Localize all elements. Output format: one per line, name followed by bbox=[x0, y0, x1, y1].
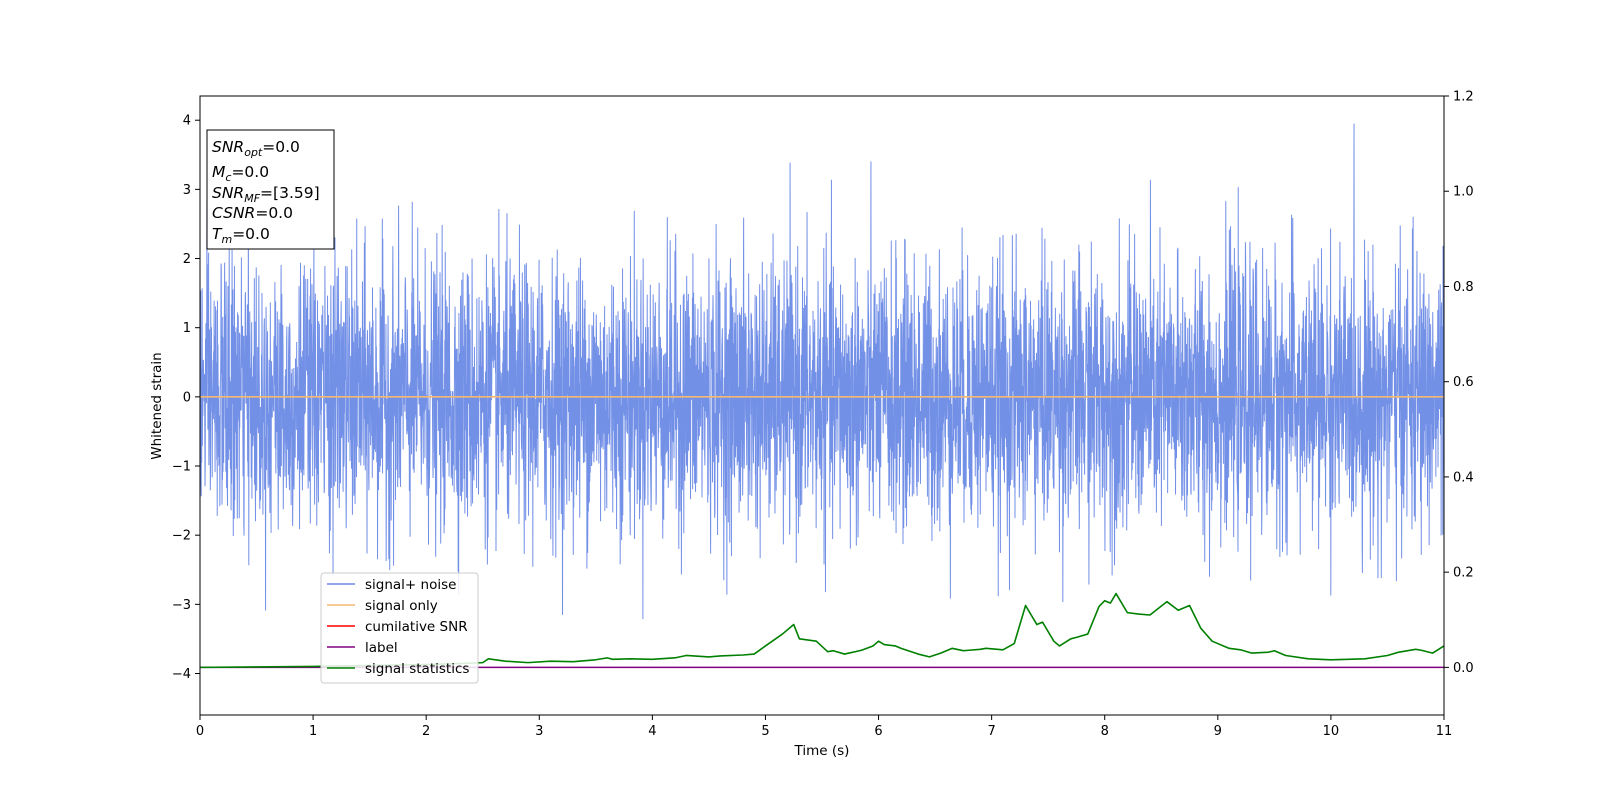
legend: signal+ noise signal only cumilative SNR… bbox=[320, 572, 479, 684]
y-left-tick-label: −2 bbox=[172, 529, 191, 544]
info-tm-value: =0.0 bbox=[232, 225, 270, 243]
info-snr-mf-base: SNR bbox=[212, 184, 244, 202]
y-right-tick-label: 0.8 bbox=[1453, 280, 1474, 295]
legend-label-signal-only: signal only bbox=[365, 598, 438, 614]
y-left-tick-label: 3 bbox=[183, 183, 191, 198]
info-tm: Tm=0.0 bbox=[212, 225, 270, 246]
y-left-tick-label: −3 bbox=[172, 598, 191, 613]
legend-label-signal-statistics: signal statistics bbox=[365, 661, 469, 677]
y-right-tick-label: 0.0 bbox=[1453, 661, 1474, 676]
x-tick-label: 0 bbox=[196, 724, 204, 739]
y-left-tick-label: 1 bbox=[183, 321, 191, 336]
signal-noise-line bbox=[200, 123, 1444, 620]
x-tick-label: 1 bbox=[309, 724, 317, 739]
info-csnr-value: =0.0 bbox=[255, 204, 293, 222]
legend-label-signal-noise: signal+ noise bbox=[365, 577, 456, 593]
info-snr-opt-sub: opt bbox=[244, 146, 263, 159]
info-mc-value: =0.0 bbox=[231, 163, 269, 181]
legend-frame bbox=[320, 572, 479, 684]
x-tick-label: 6 bbox=[874, 724, 882, 739]
y-left-tick-label: 0 bbox=[183, 390, 191, 405]
y-right-tick-label: 1.0 bbox=[1453, 185, 1474, 200]
x-tick-label: 4 bbox=[648, 724, 656, 739]
info-box: SNRopt=0.0 Mc=0.0 SNRMF=[3.59] CSNR=0.0 … bbox=[206, 129, 335, 250]
info-snr-opt-base: SNR bbox=[212, 138, 244, 156]
x-tick-label: 7 bbox=[987, 724, 995, 739]
y-left-tick-label: −1 bbox=[172, 460, 191, 475]
y-right-tick-label: 0.4 bbox=[1453, 470, 1474, 485]
legend-label-label: label bbox=[365, 640, 398, 656]
x-tick-label: 2 bbox=[422, 724, 430, 739]
legend-label-cumulative-snr: cumilative SNR bbox=[365, 619, 468, 635]
x-tick-label: 11 bbox=[1436, 724, 1453, 739]
y-right-tick-label: 0.6 bbox=[1453, 375, 1474, 390]
info-box-frame bbox=[206, 129, 335, 250]
info-snr-mf-value: =[3.59] bbox=[260, 184, 320, 202]
y-left-tick-label: 4 bbox=[183, 114, 191, 129]
info-csnr: CSNR=0.0 bbox=[212, 204, 293, 222]
info-mc: Mc=0.0 bbox=[212, 163, 269, 184]
x-tick-label: 9 bbox=[1214, 724, 1222, 739]
info-snr-mf: SNRMF=[3.59] bbox=[212, 184, 320, 205]
x-tick-label: 5 bbox=[761, 724, 769, 739]
plot-frame bbox=[199, 95, 1445, 716]
info-snr-opt-value: =0.0 bbox=[262, 138, 300, 156]
y-right-tick-label: 0.2 bbox=[1453, 566, 1474, 581]
x-tick-label: 3 bbox=[535, 724, 543, 739]
info-snr-mf-sub: MF bbox=[244, 192, 260, 205]
y-left-tick-label: −4 bbox=[172, 667, 191, 682]
info-csnr-base: CSNR bbox=[212, 204, 255, 222]
signal-statistics-line bbox=[200, 592, 1444, 669]
x-tick-label: 10 bbox=[1323, 724, 1340, 739]
x-tick-label: 8 bbox=[1101, 724, 1109, 739]
info-snr-opt: SNRopt=0.0 bbox=[212, 138, 300, 159]
y-left-tick-label: 2 bbox=[183, 252, 191, 267]
signal-noise-series bbox=[200, 123, 1444, 620]
info-mc-base: M bbox=[212, 163, 225, 181]
y-right-tick-label: 1.2 bbox=[1453, 90, 1474, 105]
info-tm-base: T bbox=[212, 225, 223, 243]
info-tm-sub: m bbox=[221, 233, 232, 246]
x-axis-label: Time (s) bbox=[794, 743, 850, 759]
axis-ticks: 0 1 2 3 4 5 6 7 8 9 10 11 −4 −3 −2 −1 0 1 2 3 4 0.0 0.2 0.4 0.6 0… bbox=[172, 90, 1474, 740]
y-axis-label: Whitened strain bbox=[149, 352, 165, 459]
info-mc-sub: c bbox=[225, 171, 231, 184]
